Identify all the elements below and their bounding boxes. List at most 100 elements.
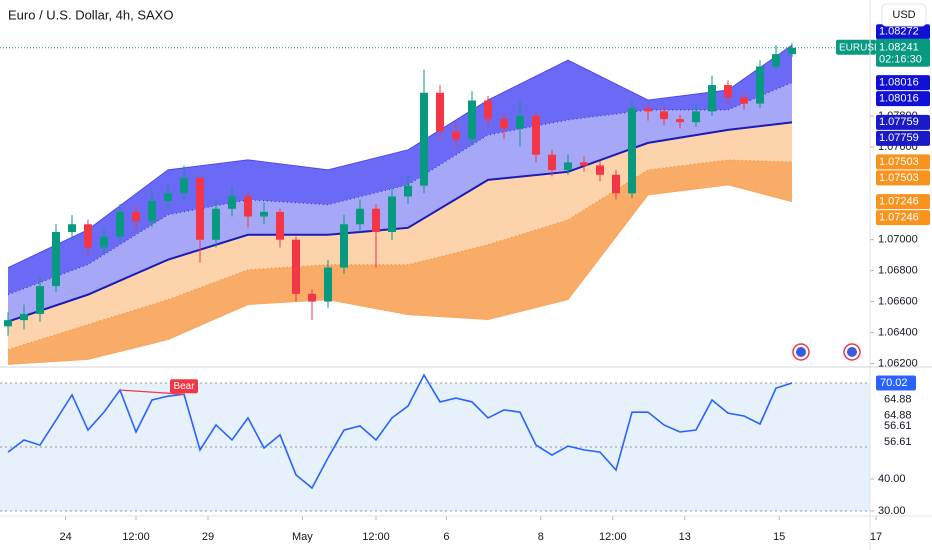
event-icon-flag[interactable] (847, 347, 857, 357)
symbol-label: EURUSD (839, 42, 881, 53)
band-line (7, 184, 793, 365)
x-tick-label: 24 (59, 531, 71, 543)
currency-button[interactable] (881, 3, 927, 27)
candle-body (116, 211, 124, 237)
rsi-value-label: 64.88 (884, 393, 912, 405)
candle-body (708, 85, 716, 112)
price-badge (876, 114, 930, 130)
candle-body (292, 239, 300, 294)
candle-body (628, 108, 636, 194)
price-badge-label: 1.07503 (879, 172, 919, 184)
band-line (7, 82, 793, 296)
price-badge (876, 24, 930, 40)
candle-body (436, 92, 444, 132)
y-tick-label: 1.06800 (878, 265, 918, 277)
candle-body (740, 97, 748, 104)
currency-label[interactable]: USD (892, 9, 915, 21)
x-tick-label: 12:00 (122, 531, 150, 543)
candle-body (772, 54, 780, 67)
x-tick-label: 13 (679, 531, 691, 543)
candle-body (180, 177, 188, 194)
candle-body (532, 115, 540, 155)
candle-body (404, 185, 412, 197)
candle-body (52, 231, 60, 287)
candle-body (164, 193, 172, 202)
y-tick-label: 1.06400 (878, 326, 918, 338)
price-badge-label: 1.08016 (879, 76, 919, 88)
x-tick-label: May (292, 531, 313, 543)
candle-body (548, 154, 556, 171)
x-tick-label: 8 (538, 531, 544, 543)
rsi-line (7, 373, 793, 490)
candle-body (228, 196, 236, 209)
band-fill (8, 82, 792, 322)
plot-layer: 1.062001.064001.066001.068001.070001.076… (0, 24, 930, 543)
candle-body (596, 165, 604, 175)
y-tick-label: 1.07000 (878, 234, 918, 246)
band-fill (8, 45, 792, 295)
candle-body (260, 211, 268, 217)
divergence-badge (170, 379, 198, 394)
candle-body (756, 66, 764, 104)
price-badge-label: 1.08016 (879, 92, 919, 104)
x-tick-label: 6 (443, 531, 449, 543)
divergence-label: Bear (173, 381, 195, 392)
band-fill (8, 159, 792, 365)
x-tick-label: 17 (870, 531, 882, 543)
candle-body (516, 115, 524, 129)
candle-body (196, 177, 204, 240)
price-badge-label: 1.07759 (879, 132, 919, 144)
event-icon-flag[interactable] (796, 347, 806, 357)
candle-body (676, 119, 684, 123)
candle-body (340, 224, 348, 268)
candle-body (468, 100, 476, 140)
candle-body (692, 111, 700, 123)
candle-body (276, 211, 284, 240)
candle-body (36, 286, 44, 314)
price-badge (876, 75, 930, 91)
candle-body (68, 224, 76, 232)
price-badge (876, 154, 930, 170)
price-badge (876, 130, 930, 146)
candle-body (244, 196, 252, 217)
candle-body (724, 85, 732, 98)
candle-body (660, 111, 668, 120)
candle-body (4, 320, 12, 327)
x-tick-label: 12:00 (362, 531, 390, 543)
symbol-tag (836, 39, 876, 55)
price-badge (876, 170, 930, 186)
candle-body (84, 224, 92, 248)
y-tick-label: 1.06600 (878, 295, 918, 307)
rsi-value-label: 56.61 (884, 436, 912, 448)
rsi-last-label: 70.02 (880, 377, 908, 389)
band-line (7, 121, 793, 323)
price-badge-label: 1.07246 (879, 196, 919, 208)
candle-body (612, 174, 620, 194)
y-tick-label: 40.00 (878, 473, 906, 485)
x-tick-label: 29 (202, 531, 214, 543)
price-badge-label: 1.07759 (879, 116, 919, 128)
candle-body (132, 211, 140, 222)
candle-body (100, 236, 108, 248)
candle-body (500, 119, 508, 129)
candle-body (324, 267, 332, 302)
rsi-value-label: 56.61 (884, 420, 912, 432)
band-fill (8, 122, 792, 350)
y-tick-label: 1.06200 (878, 357, 918, 369)
candle-body (308, 293, 316, 302)
x-tick-label: 12:00 (599, 531, 627, 543)
band-line (7, 44, 793, 269)
candle-body (788, 47, 796, 55)
rsi-last-badge (876, 375, 916, 391)
countdown-label: 02:16:30 (879, 54, 922, 66)
candle-body (644, 108, 652, 112)
price-badge (876, 194, 930, 210)
candle-body (148, 201, 156, 222)
event-icon[interactable] (792, 343, 861, 361)
chart-title: Euro / U.S. Dollar, 4h, SAXO (8, 7, 173, 22)
price-badge-label: 1.07503 (879, 156, 919, 168)
rsi-value-label: 64.88 (884, 409, 912, 421)
candle-body (564, 162, 572, 171)
